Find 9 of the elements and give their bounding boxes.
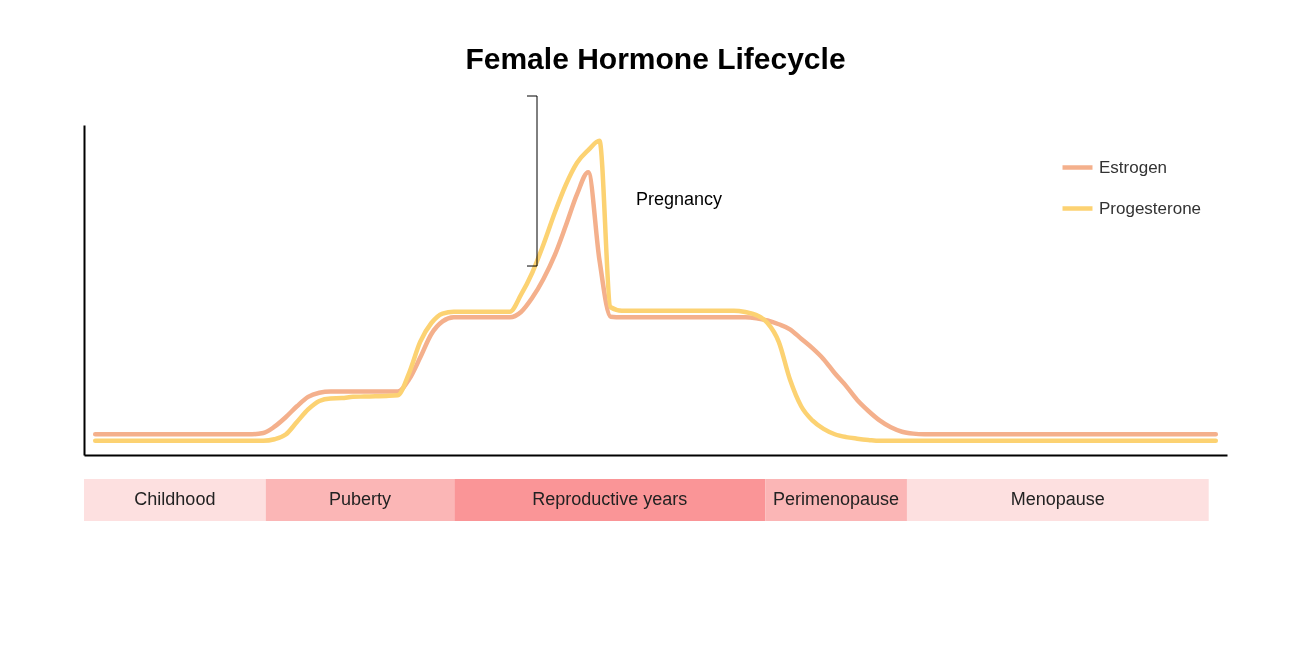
category-label: Childhood — [134, 489, 216, 509]
legend-label: Estrogen — [1099, 157, 1168, 177]
category-label: Perimenopause — [773, 489, 900, 509]
category-label: Puberty — [329, 489, 392, 509]
chart-title: Female Hormone Lifecycle — [465, 42, 846, 75]
category-label: Menopause — [1010, 489, 1105, 509]
annotation: Pregnancy — [635, 188, 722, 209]
legend-label: Progesterone — [1099, 198, 1202, 218]
category-label: Reproductive years — [532, 489, 688, 509]
